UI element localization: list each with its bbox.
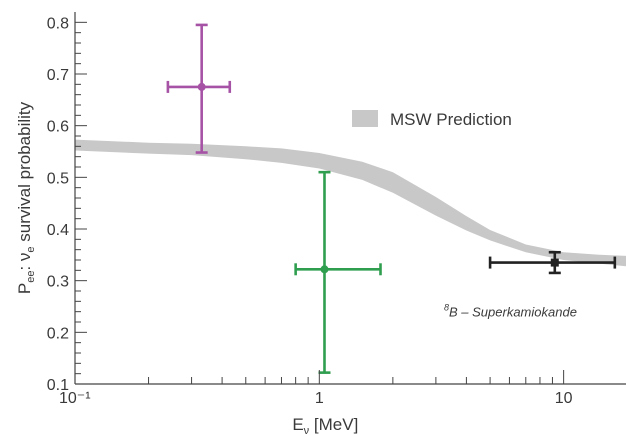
x-axis-label-sub: ν — [304, 425, 310, 436]
legend-label-msw: MSW Prediction — [390, 110, 512, 129]
y-tick-label: 0.6 — [47, 119, 69, 136]
data-point-marker — [197, 82, 206, 91]
data-points-layer — [166, 23, 617, 374]
legend: MSW Prediction — [352, 110, 512, 129]
y-axis-label-middle: : ν — [15, 253, 34, 271]
x-axis-label: Eν [MeV] — [292, 415, 358, 436]
y-tick-label: 0.3 — [47, 274, 69, 291]
plot-frame — [74, 12, 626, 385]
annotation-superkamiokande: 8B – Superkamiokande — [444, 303, 577, 320]
y-axis-label-base: P — [15, 283, 34, 294]
data-point-3 — [488, 250, 617, 275]
y-axis-label-sub: ee — [25, 271, 37, 283]
data-point-marker — [550, 258, 559, 267]
annotation-sup: 8 — [444, 303, 449, 313]
msw-band-layer — [75, 139, 626, 267]
y-tick-label: 0.5 — [47, 170, 69, 187]
msw-band — [75, 139, 626, 267]
y-tick-label: 0.7 — [47, 67, 69, 84]
x-tick-label: 10⁻¹ — [59, 390, 91, 407]
y-tick-label: 0.2 — [47, 325, 69, 342]
y-axis-label-tail: survival probability — [15, 101, 34, 246]
y-tick-label: 0.1 — [47, 377, 69, 394]
y-axis-label: Pee: νe survival probability — [15, 101, 37, 294]
annotation-text: B – Superkamiokande — [449, 305, 577, 320]
x-axis-label-tail: [MeV] — [309, 415, 358, 434]
x-axis-label-base: E — [292, 415, 303, 434]
y-axis-label-sub2: e — [25, 246, 37, 252]
legend-swatch-msw — [352, 110, 378, 127]
data-point-marker — [320, 265, 329, 274]
axis-ticks: 0.1 0.2 0.3 0.4 0.5 0.6 0.7 0.8 10⁻¹ 1 10 — [47, 15, 573, 407]
x-tick-label: 1 — [315, 390, 324, 407]
y-tick-label: 0.8 — [47, 15, 69, 32]
data-point-1 — [166, 23, 232, 154]
data-point-2 — [294, 170, 382, 374]
y-tick-label: 0.4 — [47, 222, 69, 239]
x-tick-label: 10 — [555, 390, 573, 407]
